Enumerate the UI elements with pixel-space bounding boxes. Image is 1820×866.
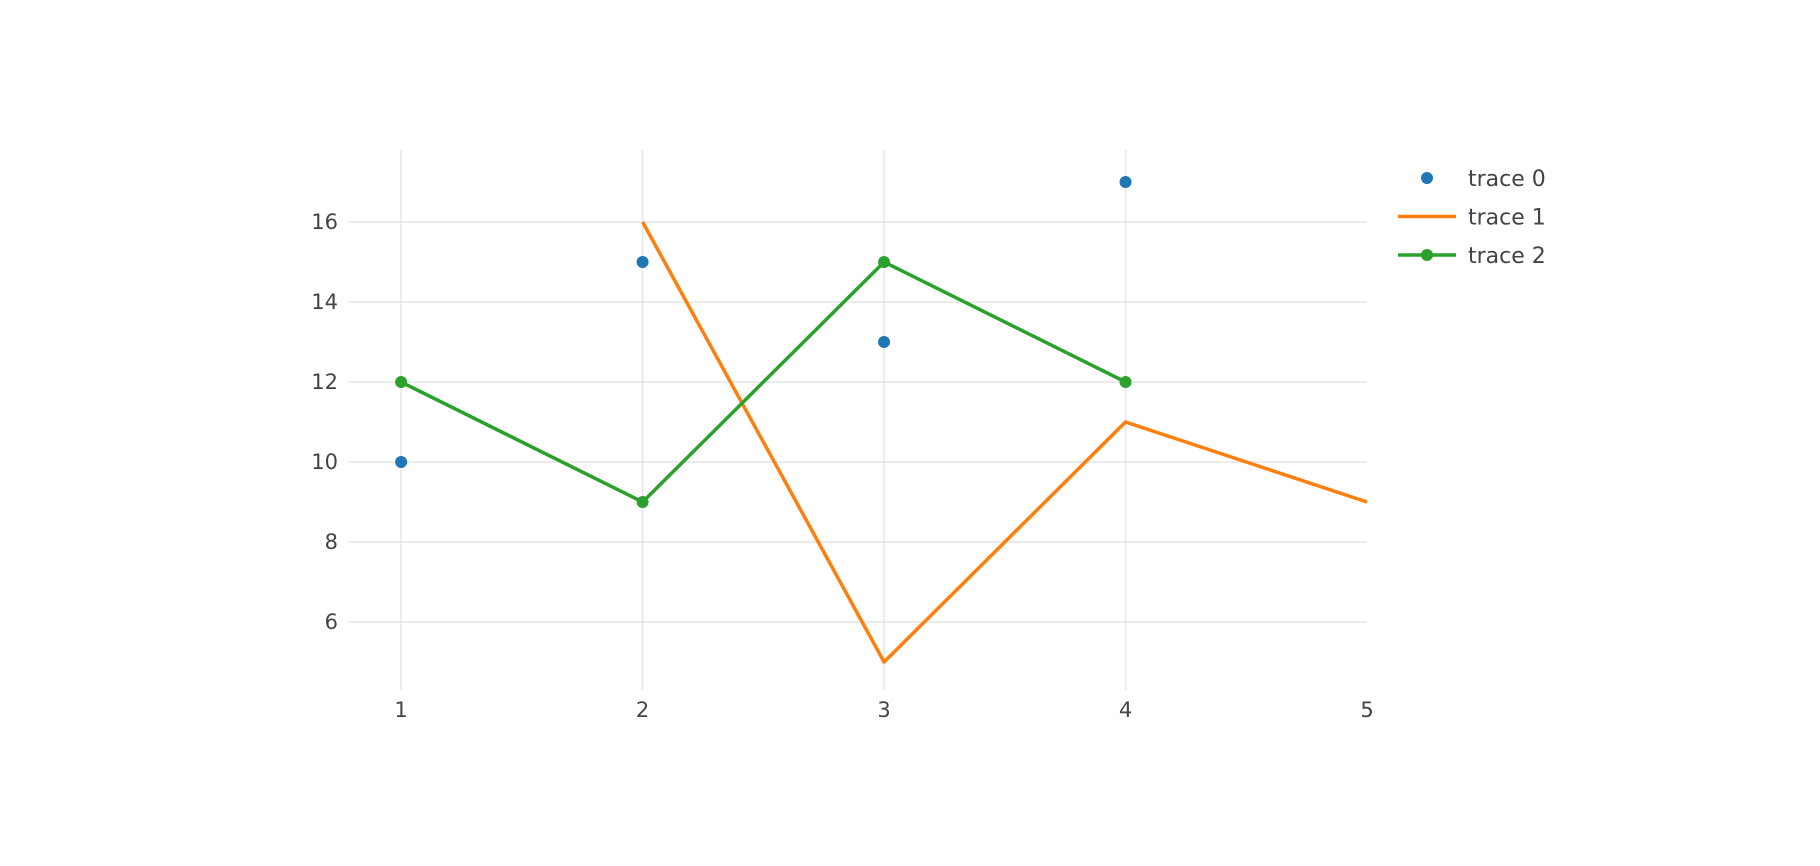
data-point [1119, 376, 1132, 388]
legend-label: trace 2 [1468, 244, 1546, 269]
legend-item[interactable]: trace 2 [1398, 244, 1546, 269]
data-point [1119, 176, 1132, 188]
series-trace-1 [641, 221, 1368, 664]
y-tick-label: 6 [325, 610, 338, 634]
y-tick-label: 8 [325, 530, 338, 554]
legend-item[interactable]: trace 0 [1421, 167, 1546, 192]
x-gridlines [400, 150, 1127, 690]
series-line [641, 221, 1368, 664]
x-axis-ticks: 1 2 3 4 5 [394, 698, 1373, 722]
y-tick-label: 16 [311, 210, 338, 234]
data-point [636, 256, 649, 268]
legend-label: trace 1 [1468, 206, 1546, 231]
plot-area [395, 176, 1368, 664]
y-gridlines [348, 221, 1367, 623]
y-axis-ticks: 6 8 10 12 14 16 [311, 210, 338, 634]
series-line [400, 260, 1127, 504]
data-point [878, 256, 891, 268]
x-tick-label: 1 [394, 698, 407, 722]
y-tick-label: 12 [311, 370, 338, 394]
data-point [395, 376, 408, 388]
legend-label: trace 0 [1468, 167, 1546, 192]
legend-marker-swatch [1421, 249, 1433, 261]
y-tick-label: 10 [311, 450, 338, 474]
legend-item[interactable]: trace 1 [1398, 206, 1546, 231]
series-trace-0 [395, 176, 1132, 468]
data-point [878, 336, 891, 348]
x-tick-label: 5 [1360, 698, 1373, 722]
legend[interactable]: trace 0 trace 1 trace 2 [1398, 167, 1546, 269]
x-tick-label: 4 [1119, 698, 1132, 722]
data-point [395, 456, 408, 468]
legend-marker-swatch [1421, 172, 1433, 184]
data-point [636, 496, 649, 508]
x-tick-label: 3 [877, 698, 890, 722]
x-tick-label: 2 [636, 698, 649, 722]
series-trace-2 [395, 256, 1132, 508]
y-tick-label: 14 [311, 290, 338, 314]
